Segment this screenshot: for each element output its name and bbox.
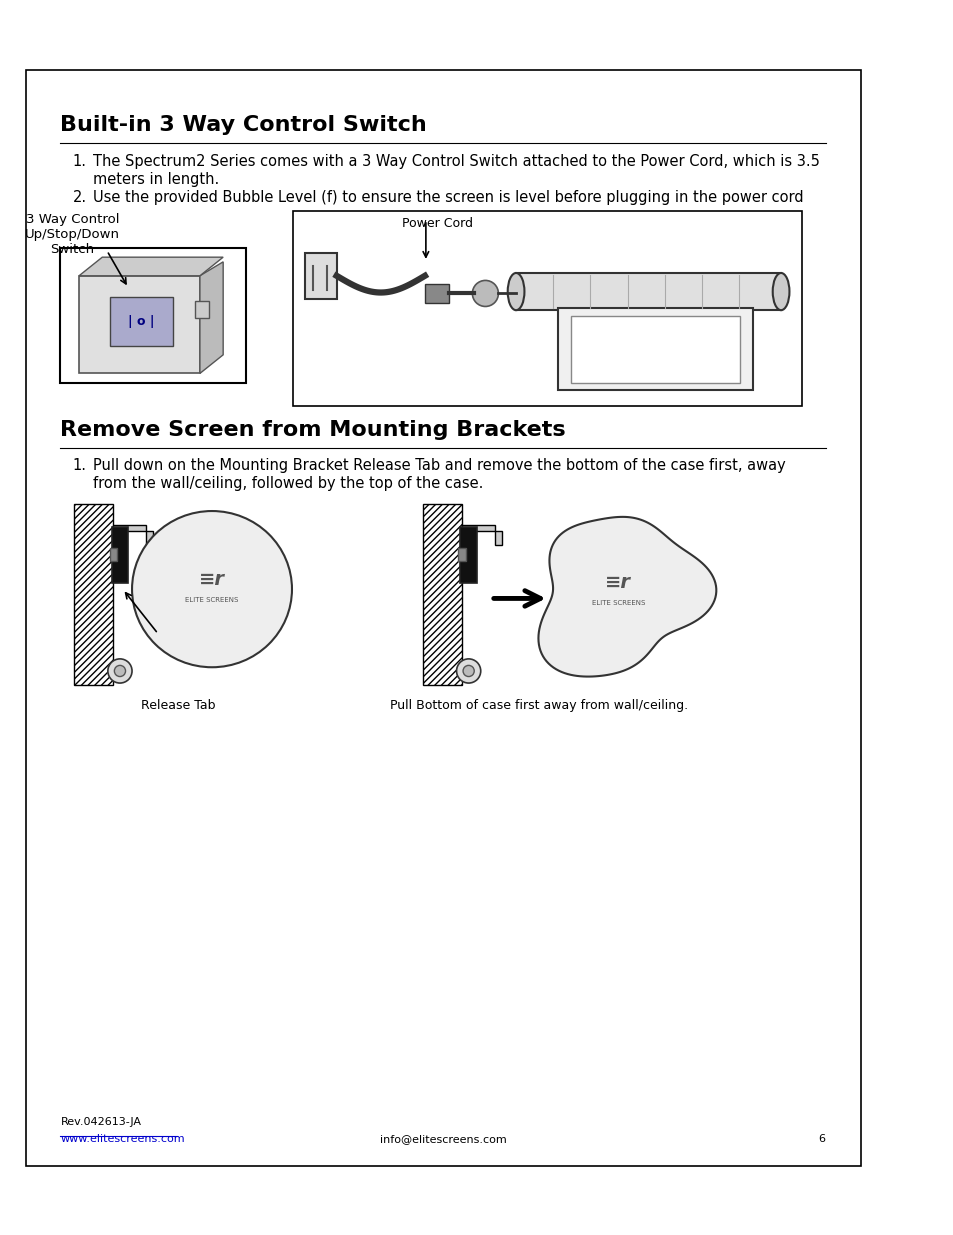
Text: 6: 6 <box>818 1134 825 1144</box>
Text: Release Tab: Release Tab <box>141 699 215 711</box>
Text: Use the provided Bubble Level (f) to ensure the screen is level before plugging : Use the provided Bubble Level (f) to ens… <box>92 190 802 205</box>
Bar <box>110 298 172 346</box>
Circle shape <box>456 659 480 683</box>
Ellipse shape <box>132 511 292 667</box>
Text: 1.: 1. <box>72 154 87 169</box>
Text: | o |: | o | <box>128 315 154 327</box>
Bar <box>461 525 495 531</box>
Text: meters in length.: meters in length. <box>92 172 219 186</box>
Text: 3 Way Control
Up/Stop/Down
Switch: 3 Way Control Up/Stop/Down Switch <box>25 214 120 257</box>
Bar <box>458 548 465 561</box>
Bar <box>74 504 113 685</box>
Ellipse shape <box>772 273 789 310</box>
Bar <box>459 527 476 583</box>
Text: Pull Bottom of case first away from wall/ceiling.: Pull Bottom of case first away from wall… <box>390 699 688 711</box>
Text: from the wall/ceiling, followed by the top of the case.: from the wall/ceiling, followed by the t… <box>92 475 483 490</box>
Bar <box>293 211 801 406</box>
Bar <box>113 525 146 531</box>
Bar <box>424 284 449 303</box>
Bar <box>516 273 781 310</box>
Bar <box>570 316 740 383</box>
Bar <box>110 548 117 561</box>
Polygon shape <box>200 262 223 373</box>
Circle shape <box>108 659 132 683</box>
Bar <box>60 248 246 383</box>
Bar <box>305 252 336 299</box>
Bar <box>422 504 461 685</box>
Bar <box>195 301 209 317</box>
Text: www.elitescreens.com: www.elitescreens.com <box>60 1134 185 1144</box>
Text: Rev.042613-JA: Rev.042613-JA <box>60 1118 141 1128</box>
Text: The Spectrum2 Series comes with a 3 Way Control Switch attached to the Power Cor: The Spectrum2 Series comes with a 3 Way … <box>92 154 819 169</box>
Ellipse shape <box>507 273 524 310</box>
Polygon shape <box>495 531 501 546</box>
Text: Built-in 3 Way Control Switch: Built-in 3 Way Control Switch <box>60 115 427 135</box>
Polygon shape <box>537 517 716 677</box>
Polygon shape <box>146 531 153 546</box>
Text: 1.: 1. <box>72 458 87 473</box>
Circle shape <box>472 280 497 306</box>
Text: info@elitescreens.com: info@elitescreens.com <box>380 1134 506 1144</box>
Text: ELITE SCREENS: ELITE SCREENS <box>591 600 644 606</box>
Text: ≡r: ≡r <box>605 573 631 592</box>
Polygon shape <box>79 257 223 275</box>
Bar <box>558 309 753 390</box>
Text: Power Cord: Power Cord <box>401 217 472 230</box>
Polygon shape <box>79 275 200 373</box>
Text: 2.: 2. <box>72 190 87 205</box>
Text: ≡r: ≡r <box>199 571 225 589</box>
Circle shape <box>114 666 126 677</box>
Text: ELITE SCREENS: ELITE SCREENS <box>185 598 238 604</box>
Text: Pull down on the Mounting Bracket Release Tab and remove the bottom of the case : Pull down on the Mounting Bracket Releas… <box>92 458 785 473</box>
Circle shape <box>462 666 474 677</box>
Bar <box>112 527 129 583</box>
Text: Remove Screen from Mounting Brackets: Remove Screen from Mounting Brackets <box>60 420 565 440</box>
